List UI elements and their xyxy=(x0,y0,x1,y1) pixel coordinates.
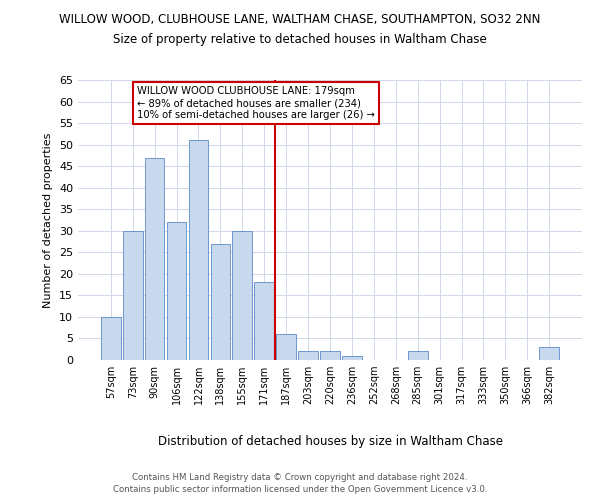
Text: Distribution of detached houses by size in Waltham Chase: Distribution of detached houses by size … xyxy=(157,435,503,448)
Text: Size of property relative to detached houses in Waltham Chase: Size of property relative to detached ho… xyxy=(113,32,487,46)
Text: WILLOW WOOD, CLUBHOUSE LANE, WALTHAM CHASE, SOUTHAMPTON, SO32 2NN: WILLOW WOOD, CLUBHOUSE LANE, WALTHAM CHA… xyxy=(59,12,541,26)
Text: Contains public sector information licensed under the Open Government Licence v3: Contains public sector information licen… xyxy=(113,485,487,494)
Bar xyxy=(254,282,274,360)
Bar xyxy=(342,356,362,360)
Bar xyxy=(188,140,208,360)
Bar xyxy=(276,334,296,360)
Text: WILLOW WOOD CLUBHOUSE LANE: 179sqm
← 89% of detached houses are smaller (234)
10: WILLOW WOOD CLUBHOUSE LANE: 179sqm ← 89%… xyxy=(137,86,375,120)
Y-axis label: Number of detached properties: Number of detached properties xyxy=(43,132,53,308)
Bar xyxy=(101,317,121,360)
Bar xyxy=(145,158,164,360)
Bar xyxy=(211,244,230,360)
Bar xyxy=(167,222,187,360)
Bar xyxy=(298,352,318,360)
Bar xyxy=(123,231,143,360)
Bar xyxy=(320,352,340,360)
Bar xyxy=(539,347,559,360)
Bar xyxy=(408,352,428,360)
Bar xyxy=(232,231,252,360)
Text: Contains HM Land Registry data © Crown copyright and database right 2024.: Contains HM Land Registry data © Crown c… xyxy=(132,472,468,482)
